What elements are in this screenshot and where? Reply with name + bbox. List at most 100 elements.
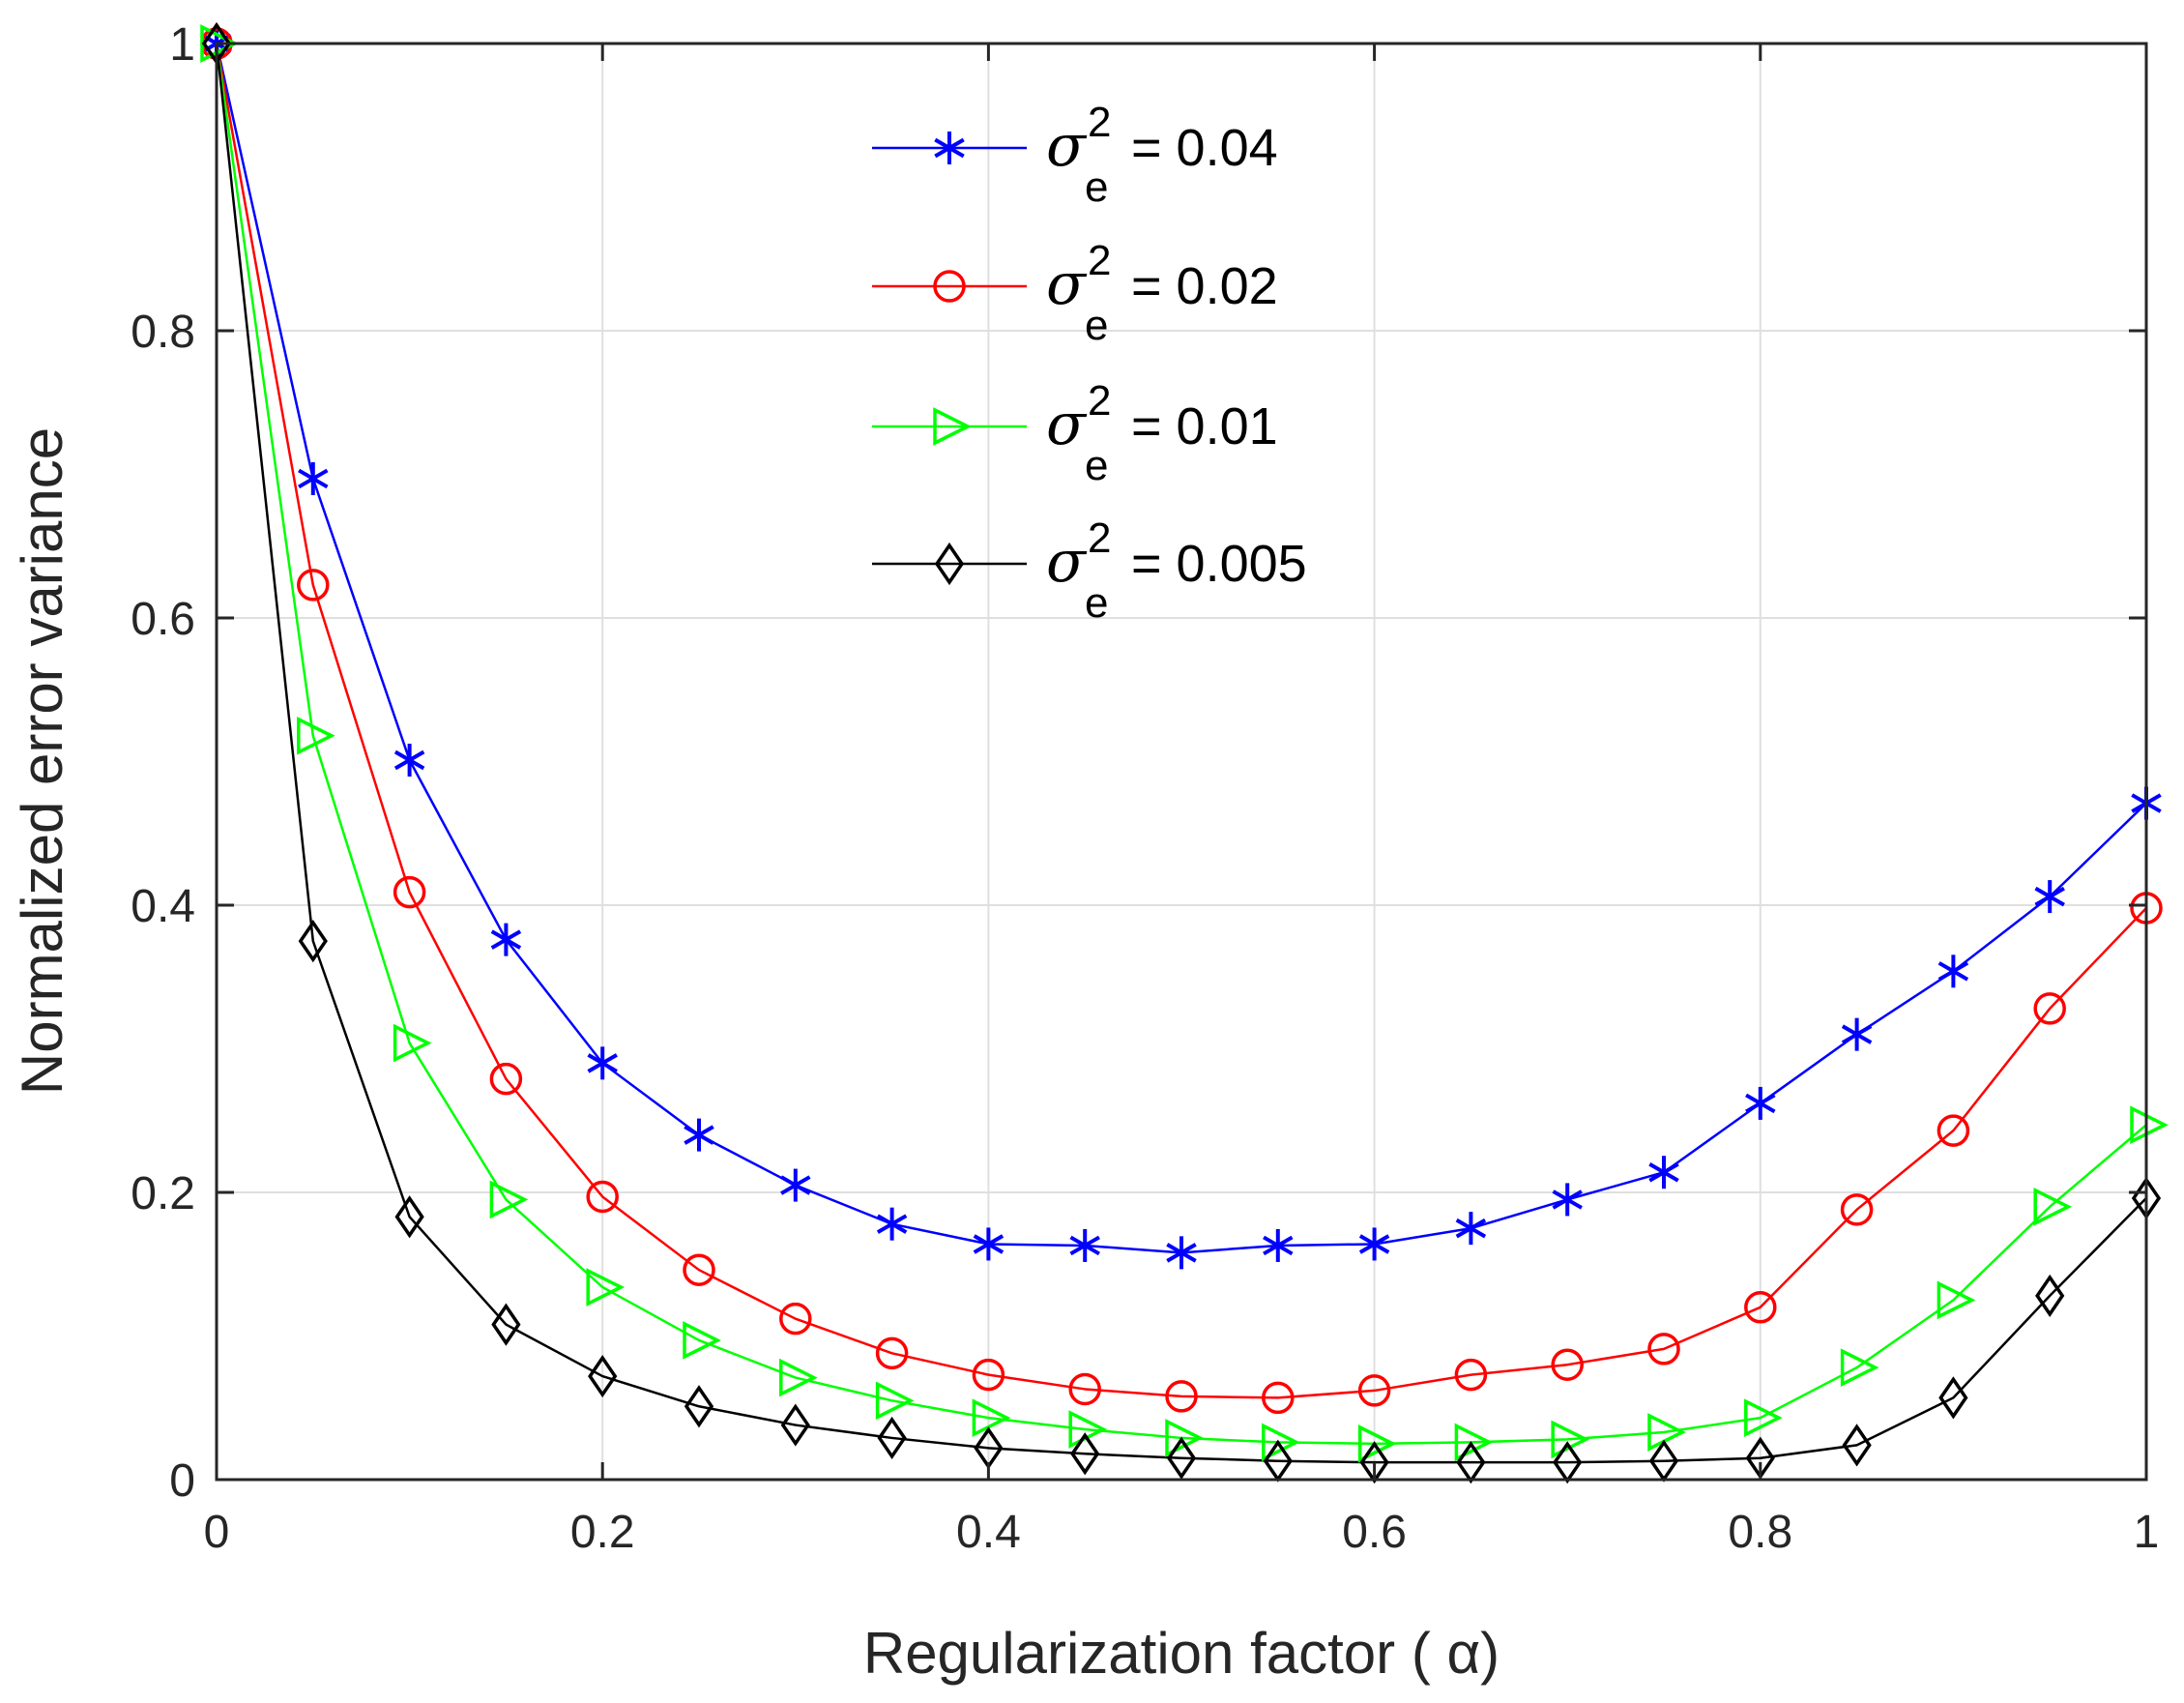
x-tick-label: 0 [204, 1507, 230, 1558]
data-point-series-4 [298, 920, 328, 963]
series-line-4 [215, 43, 2147, 1464]
data-point-series-1 [1069, 1228, 1100, 1262]
series-line-2 [215, 43, 2147, 1399]
data-point-series-1 [298, 461, 329, 495]
legend-subscript: e [1085, 442, 1108, 489]
grid-lines [217, 44, 2146, 1480]
y-tick-label: 0.8 [131, 307, 195, 358]
data-point-series-4 [684, 1385, 714, 1428]
y-tick-label: 1 [169, 19, 195, 71]
legend-marker [933, 270, 966, 303]
data-point-series-1-stroke [1841, 1024, 1873, 1044]
data-point-series-2 [1551, 1348, 1584, 1381]
data-point-series-1-stroke [1552, 1189, 1583, 1210]
data-point-series-2 [297, 569, 330, 602]
data-point-series-1-stroke [1745, 1093, 1776, 1114]
data-point-series-3 [972, 1398, 1011, 1437]
data-point-series-3 [779, 1358, 818, 1397]
legend-item-1: σ 2 e = 0.04 [872, 99, 1278, 211]
data-point-series-4 [877, 1416, 907, 1460]
data-point-series-1-stroke [973, 1234, 1005, 1254]
data-point-series-3 [1357, 1424, 1397, 1463]
data-point-series-2 [1647, 1333, 1680, 1365]
data-point-series-3 [1936, 1280, 1976, 1320]
data-point-series-3 [1165, 1419, 1204, 1457]
data-point-series-1-stroke [298, 468, 329, 489]
data-point-series-1 [1166, 1236, 1197, 1270]
data-point-series-2 [972, 1358, 1005, 1392]
data-point-series-1-stroke [876, 1214, 908, 1234]
data-point-series-2 [875, 1336, 909, 1370]
data-point-series-1 [587, 1046, 618, 1080]
data-point-series-1 [1263, 1228, 1294, 1262]
data-point-series-1-stroke [393, 749, 425, 771]
data-point-series-1 [1552, 1183, 1583, 1217]
data-point-series-3 [1840, 1348, 1879, 1388]
legend-superscript: 2 [1088, 377, 1111, 425]
y-tick-label: 0.6 [131, 594, 195, 645]
legend-superscript: 2 [1088, 237, 1111, 284]
data-point-series-1-stroke [1069, 1235, 1100, 1256]
data-point-series-1-stroke [1648, 1161, 1679, 1183]
legend-subscript: e [1085, 579, 1108, 627]
legend-marker [933, 407, 972, 446]
legend-value: = 0.005 [1131, 535, 1307, 593]
data-point-series-2 [586, 1180, 619, 1214]
data-point-series-3 [297, 716, 335, 755]
data-point-series-1 [1841, 1017, 1873, 1051]
x-tick-label: 0.8 [1728, 1507, 1792, 1558]
data-point-series-1 [973, 1227, 1005, 1261]
data-point-series-3 [2033, 1188, 2073, 1226]
data-point-series-4 [1842, 1424, 1872, 1467]
data-point-series-1 [876, 1207, 908, 1241]
legend-subscript: e [1085, 302, 1108, 349]
legend-value: = 0.01 [1131, 397, 1278, 455]
legend-item-2: σ 2 e = 0.02 [872, 237, 1278, 349]
legend-item-4: σ 2 e = 0.005 [872, 514, 1307, 627]
data-point-series-1-stroke [490, 929, 522, 950]
data-point-series-2 [1744, 1291, 1777, 1324]
legend-value: = 0.04 [1131, 119, 1278, 177]
data-point-series-4 [588, 1354, 618, 1398]
legend-symbol: σ [1046, 250, 1088, 318]
data-point-series-2 [1068, 1372, 1101, 1406]
data-point-series-3 [1744, 1398, 1783, 1437]
x-tick-label: 0.4 [956, 1507, 1021, 1558]
data-point-series-4 [1938, 1376, 1968, 1420]
legend-superscript: 2 [1088, 514, 1111, 562]
data-point-series-3 [393, 1023, 432, 1063]
data-point-series-2 [1840, 1193, 1874, 1226]
data-point-series-2 [1936, 1114, 1970, 1147]
legend-symbol: σ [1046, 391, 1088, 458]
legend-marker-stroke [934, 137, 965, 159]
x-tick-label: 0.2 [570, 1507, 635, 1558]
data-point-series-1 [1745, 1086, 1776, 1120]
data-point-series-1 [1937, 954, 1969, 988]
data-point-series-2 [1165, 1380, 1198, 1413]
legend-symbol: σ [1046, 112, 1088, 180]
data-point-series-2 [779, 1302, 812, 1336]
data-point-series-3 [2130, 1105, 2169, 1145]
data-point-series-1-stroke [587, 1053, 618, 1073]
y-tick-label: 0.4 [131, 881, 195, 932]
data-point-series-3 [1647, 1413, 1686, 1452]
data-point-series-1-stroke [1166, 1243, 1197, 1263]
legend-marker [934, 132, 965, 164]
data-point-series-1-stroke [1937, 961, 1969, 982]
plot-frame [215, 42, 2148, 1482]
data-point-series-1 [684, 1118, 714, 1152]
data-point-series-1-stroke [1263, 1235, 1294, 1256]
data-point-series-1 [780, 1168, 811, 1202]
legend-symbol: σ [1046, 528, 1088, 596]
data-point-series-4 [394, 1195, 424, 1239]
data-point-series-2 [1262, 1381, 1295, 1415]
data-point-series-3 [683, 1321, 721, 1360]
legend-value: = 0.02 [1131, 257, 1278, 315]
data-point-series-4 [2035, 1274, 2065, 1318]
data-point-series-1-stroke [1455, 1218, 1487, 1239]
legend: σ 2e= 0.04σ 2e= 0.02σ 2e= 0.01σ 2e= 0.005 [872, 99, 1307, 627]
x-axis-label: Regularization factor ( α) [863, 1621, 1500, 1686]
legend-superscript: 2 [1088, 99, 1111, 146]
tick-labels: 0 0.2 0.4 0.6 0.8 1 0 0.2 0.4 0.6 0.8 1 [131, 19, 2159, 1558]
